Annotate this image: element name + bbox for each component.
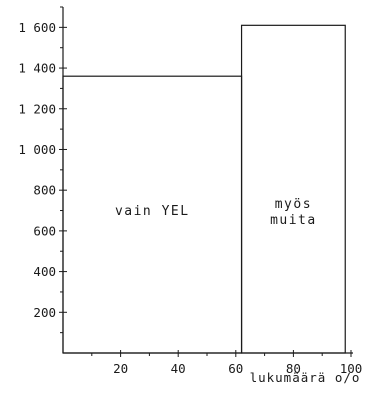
ticks: 200 400 600 800 1 000 1 200 1 400 1 600 20 40 60 80… <box>18 6 363 376</box>
bar-2 <box>240 24 346 354</box>
y-tick-label: 400 <box>33 264 56 279</box>
y-tick-label: 1 600 <box>18 20 56 35</box>
y-tick-label: 200 <box>33 305 56 320</box>
y-tick-label: 1 000 <box>18 142 56 157</box>
y-tick-label: 800 <box>33 183 56 198</box>
y-tick-label: 1 200 <box>18 101 56 116</box>
bar-2-label-line-1: myös <box>275 197 312 212</box>
bar-2-label-line-2: muita <box>270 213 317 228</box>
y-tick-label: 1 400 <box>18 61 56 76</box>
x-axis-title: lukumäärä o/o <box>250 370 361 385</box>
x-tick-label: 60 <box>228 361 243 376</box>
x-tick-label: 20 <box>113 361 128 376</box>
bar-1-label-line-1: vain YEL <box>115 204 190 219</box>
y-tick-label: 600 <box>33 223 56 238</box>
x-tick-label: 100 <box>340 361 363 376</box>
axes <box>62 7 353 354</box>
x-tick-label: 40 <box>171 361 186 376</box>
x-tick-label: 80 <box>286 361 301 376</box>
